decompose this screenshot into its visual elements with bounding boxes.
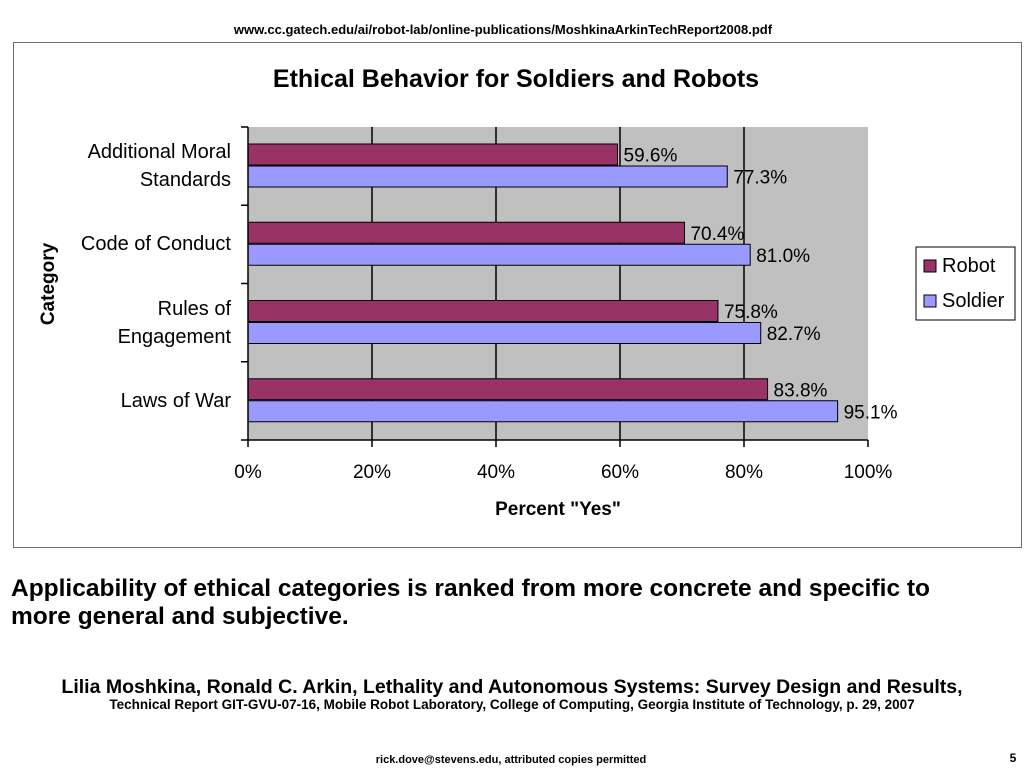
slide-caption: Applicability of ethical categories is r… bbox=[11, 575, 931, 630]
bar-robot bbox=[247, 300, 719, 322]
legend-swatch-soldier bbox=[923, 294, 937, 308]
legend: Robot Soldier bbox=[915, 246, 1016, 321]
bar-robot bbox=[247, 221, 685, 244]
data-label: 77.3% bbox=[733, 168, 787, 189]
citation-details: Technical Report GIT-GVU-07-16, Mobile R… bbox=[109, 697, 915, 712]
category-label: Laws of War bbox=[66, 362, 231, 440]
chart-frame bbox=[13, 42, 1022, 548]
bar-soldier bbox=[247, 165, 728, 188]
category-label-text: Rules of Engagement bbox=[117, 297, 231, 348]
x-tick-label: 80% bbox=[725, 462, 763, 483]
data-label: 59.6% bbox=[624, 146, 678, 167]
data-label: 75.8% bbox=[724, 302, 778, 323]
legend-swatch-robot bbox=[923, 259, 937, 273]
bars bbox=[247, 143, 839, 423]
x-tick-label: 20% bbox=[353, 462, 391, 483]
category-label-text: Additional Moral Standards bbox=[87, 141, 231, 192]
category-label-text: Laws of War bbox=[120, 389, 231, 412]
bar-soldier bbox=[247, 400, 839, 423]
legend-label-robot: Robot bbox=[942, 255, 996, 277]
x-tick-label: 100% bbox=[844, 462, 893, 483]
category-label: Rules of Engagement bbox=[66, 284, 231, 362]
data-label: 70.4% bbox=[690, 224, 744, 245]
category-label: Additional Moral Standards bbox=[66, 127, 231, 205]
legend-label-soldier: Soldier bbox=[942, 290, 1005, 312]
bar-soldier bbox=[247, 322, 762, 344]
data-label: 82.7% bbox=[767, 324, 821, 345]
legend-frame bbox=[915, 246, 1016, 321]
category-label-text: Code of Conduct bbox=[80, 233, 231, 256]
page-number: 5 bbox=[1009, 751, 1017, 765]
y-axis-title: Category bbox=[38, 242, 59, 325]
x-tick-label: 60% bbox=[601, 462, 639, 483]
citation-authors-title: Lilia Moshkina, Ronald C. Arkin, Lethali… bbox=[61, 676, 963, 698]
bar-soldier bbox=[247, 243, 751, 266]
data-label: 81.0% bbox=[756, 246, 810, 267]
bar-robot bbox=[247, 378, 769, 401]
category-label: Code of Conduct bbox=[66, 205, 231, 283]
axes bbox=[241, 126, 869, 447]
footer-credit: rick.dove@stevens.edu, attributed copies… bbox=[375, 754, 647, 766]
x-axis-title: Percent "Yes" bbox=[495, 499, 621, 520]
data-label: 83.8% bbox=[774, 380, 828, 401]
data-label: 95.1% bbox=[844, 402, 898, 423]
data-labels: 59.6% 70.4% 75.8% 83.8% 77.3% 81.0% 82.7% 95.1% bbox=[624, 146, 898, 424]
source-url: www.cc.gatech.edu/ai/robot-lab/online-pu… bbox=[233, 22, 773, 37]
x-tick-labels: 0% 20% 40% 60% 80% 100% bbox=[234, 462, 892, 483]
chart-title: Ethical Behavior for Soldiers and Robots bbox=[273, 65, 759, 93]
bar-robot bbox=[247, 143, 619, 166]
x-tick-label: 40% bbox=[477, 462, 515, 483]
x-tick-label: 0% bbox=[234, 462, 262, 483]
